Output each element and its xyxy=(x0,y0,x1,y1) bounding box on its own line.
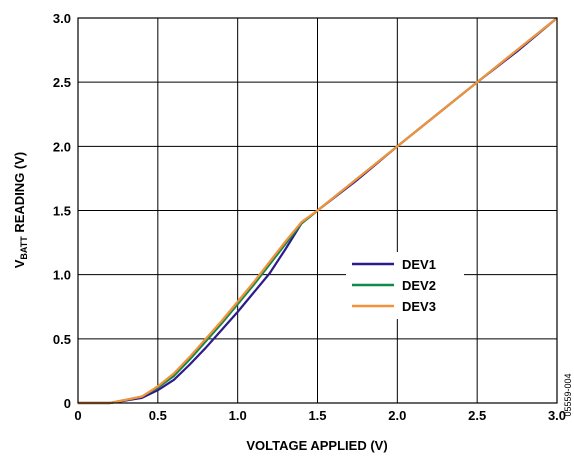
x-tick-label: 3.0 xyxy=(548,408,566,423)
legend: DEV1 DEV2 DEV3 xyxy=(346,252,464,319)
y-tick-label: 2.5 xyxy=(53,75,71,90)
x-tick-label: 1.5 xyxy=(308,408,326,423)
x-tick-label: 0.5 xyxy=(149,408,167,423)
y-axis-title-subscript: BATT xyxy=(19,236,29,260)
x-tick-label: 2.0 xyxy=(388,408,406,423)
figure-id: 05559-004 xyxy=(563,373,573,416)
y-tick-label: 0.5 xyxy=(53,332,71,347)
plot-area xyxy=(77,17,558,404)
x-tick-label: 2.5 xyxy=(468,408,486,423)
x-tick-label: 1.0 xyxy=(229,408,247,423)
series-line-dev3 xyxy=(78,17,558,405)
y-axis-title-prefix: V xyxy=(12,259,27,268)
legend-label-dev2: DEV2 xyxy=(402,278,436,293)
y-tick-label: 3.0 xyxy=(53,11,71,26)
y-axis-title-suffix: READING (V) xyxy=(12,152,27,237)
y-tick-label: 1.0 xyxy=(53,268,71,283)
tick-labels: 0 0.5 1.0 1.5 2.0 2.5 3.0 0 0.5 1.0 1.5 2.0 2.5 3.0 xyxy=(53,11,566,423)
x-axis-title: VOLTAGE APPLIED (V) xyxy=(246,438,387,453)
legend-label-dev1: DEV1 xyxy=(402,257,436,272)
x-tick-label: 0 xyxy=(74,408,81,423)
y-tick-label: 2.0 xyxy=(53,139,71,154)
series-layer xyxy=(78,17,558,405)
legend-label-dev3: DEV3 xyxy=(402,299,436,314)
y-axis-title: VBATT READING (V) xyxy=(12,152,29,269)
y-tick-label: 0 xyxy=(64,396,71,411)
y-tick-label: 1.5 xyxy=(53,204,71,219)
